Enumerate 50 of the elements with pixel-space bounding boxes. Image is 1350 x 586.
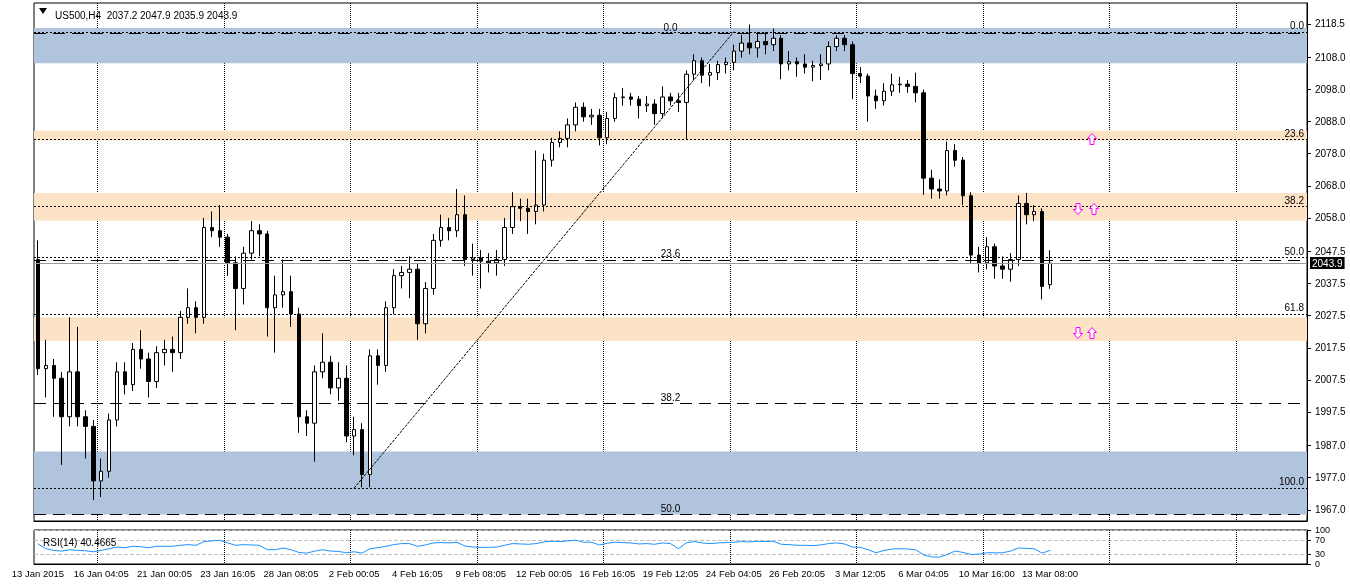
x-tick-label: 13 Mar 08:00 — [1022, 567, 1079, 579]
y-tick-label: 1997.5 — [1315, 406, 1347, 418]
x-tick-label: 9 Feb 08:05 — [455, 567, 507, 579]
annotation: 23.6 — [1284, 128, 1305, 140]
y-tick-label: 1977.0 — [1315, 472, 1347, 484]
annotation: 100.0 — [1278, 476, 1305, 488]
y-tick-label: 1987.0 — [1315, 440, 1347, 452]
x-tick-label: 2 Feb 00:05 — [328, 567, 380, 579]
text: RSI(14) 40.4665 — [43, 536, 117, 548]
ref-line-label: 2043.9 — [1312, 257, 1344, 269]
annotation: 0.0 — [663, 21, 678, 33]
annotation: 50.0 — [660, 502, 681, 514]
x-tick-label: 12 Feb 00:05 — [515, 567, 572, 579]
y-tick-label: 70 — [1315, 535, 1326, 546]
y-tick-label: 2108.0 — [1315, 52, 1347, 64]
x-tick-label: 24 Feb 04:05 — [705, 567, 762, 579]
x-tick-label: 19 Feb 12:05 — [642, 567, 699, 579]
x-tick-label: 16 Jan 04:05 — [73, 567, 129, 579]
x-tick-label: 28 Jan 08:05 — [263, 567, 319, 579]
x-tick-label: 10 Mar 16:00 — [958, 567, 1015, 579]
y-tick-label: 2058.0 — [1315, 212, 1347, 224]
annotation: 23.6 — [660, 248, 681, 260]
y-tick-label: 2007.5 — [1315, 374, 1347, 386]
text: US500,H4 2037.2 2047.9 2035.9 2043.9 — [55, 9, 238, 21]
y-tick-label: 1967.0 — [1315, 504, 1347, 516]
x-tick-label: 16 Feb 16:05 — [579, 567, 636, 579]
y-tick-label: 30 — [1315, 548, 1326, 559]
y-tick-label: 100 — [1315, 525, 1331, 535]
annotation: 38.2 — [660, 391, 681, 403]
y-tick-label: 2118.5 — [1315, 18, 1346, 30]
y-tick-label: 2017.5 — [1315, 342, 1347, 354]
annotation: 61.8 — [1284, 302, 1305, 314]
y-tick-label: 2068.0 — [1315, 180, 1347, 192]
y-tick-label: 0 — [1315, 559, 1321, 569]
y-tick-label: 2098.0 — [1315, 84, 1347, 96]
x-tick-label: 6 Mar 04:05 — [898, 567, 949, 579]
y-tick-label: 2047.5 — [1315, 246, 1347, 258]
y-tick-label: 2037.5 — [1315, 278, 1347, 290]
x-tick-label: 21 Jan 00:05 — [136, 567, 192, 579]
y-tick-label: 2088.0 — [1315, 116, 1347, 128]
x-tick-label: 13 Jan 2015 — [11, 567, 65, 579]
y-tick-label: 2027.5 — [1315, 310, 1347, 322]
y-tick-label: 2078.0 — [1315, 148, 1347, 160]
annotation: 0.0 — [1290, 20, 1305, 32]
x-tick-label: 23 Jan 16:05 — [200, 567, 256, 579]
x-tick-label: 26 Feb 20:05 — [769, 567, 826, 579]
annotation: 38.2 — [1284, 194, 1305, 206]
x-tick-label: 3 Mar 12:05 — [834, 567, 886, 579]
x-tick-label: 4 Feb 16:05 — [392, 567, 443, 579]
annotation: 50.0 — [1284, 246, 1305, 258]
